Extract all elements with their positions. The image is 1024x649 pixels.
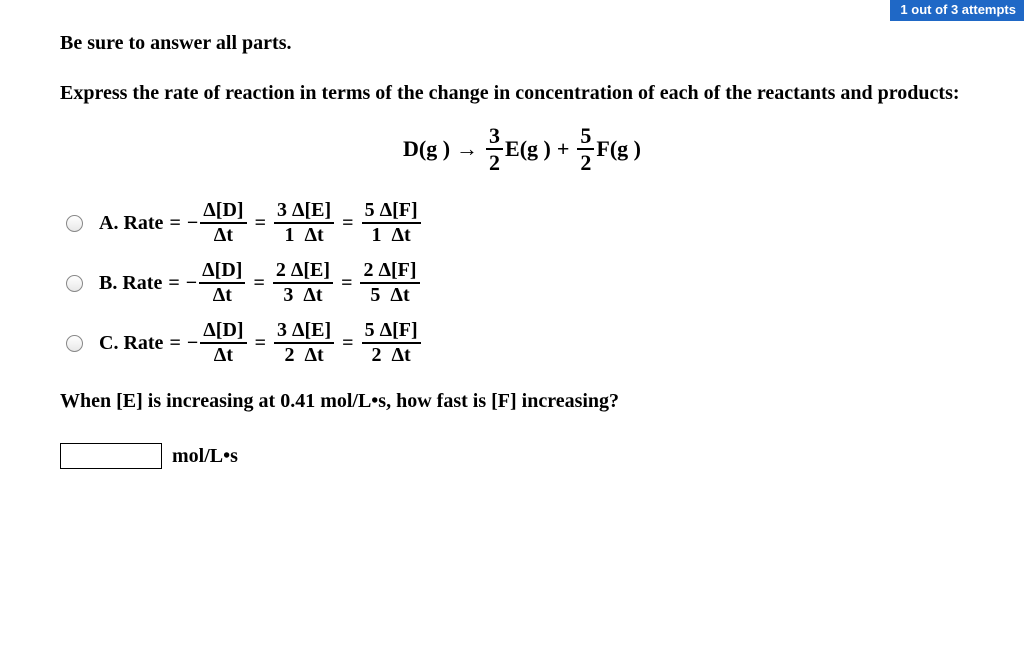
- coef-2-den: 2: [577, 150, 594, 174]
- equals: =: [255, 212, 266, 235]
- equals: =: [169, 332, 180, 355]
- equals: =: [342, 212, 353, 235]
- frac-f: 5 Δ[F] 1 Δt: [362, 200, 421, 246]
- eq-lhs: D(g ): [403, 136, 450, 162]
- equals: =: [168, 272, 179, 295]
- radio-icon[interactable]: [66, 275, 83, 292]
- coef-2: 5 2: [577, 124, 594, 174]
- arrow-icon: →: [456, 136, 478, 162]
- answer-row: mol/L•s: [60, 443, 984, 469]
- coef-1: 3 2: [486, 124, 503, 174]
- product-1: E(g ): [505, 136, 551, 162]
- sign: −: [187, 212, 198, 235]
- product-2: F(g ): [596, 136, 641, 162]
- equals: =: [341, 272, 352, 295]
- prompt-text: Express the rate of reaction in terms of…: [60, 79, 984, 108]
- radio-icon[interactable]: [66, 335, 83, 352]
- instruction-text: Be sure to answer all parts.: [60, 32, 984, 55]
- choice-list: A. Rate = − Δ[D] Δt = 3 Δ[E] 1 Δt = 5 Δ[…: [66, 200, 984, 366]
- frac-d: Δ[D] Δt: [200, 320, 246, 366]
- equals: =: [342, 332, 353, 355]
- answer-unit: mol/L•s: [172, 445, 238, 468]
- choice-label: A.: [99, 212, 118, 235]
- radio-icon[interactable]: [66, 215, 83, 232]
- sign: −: [187, 332, 198, 355]
- attempt-badge: 1 out of 3 attempts: [890, 0, 1024, 21]
- equals: =: [255, 332, 266, 355]
- choice-label: B.: [99, 272, 117, 295]
- frac-e: 2 Δ[E] 3 Δt: [273, 260, 333, 306]
- frac-f: 2 Δ[F] 5 Δt: [360, 260, 419, 306]
- rate-label: Rate: [122, 272, 162, 295]
- frac-f: 5 Δ[F] 2 Δt: [362, 320, 421, 366]
- choice-label: C.: [99, 332, 118, 355]
- header-bar: 1 out of 3 attempts: [0, 0, 1024, 22]
- coef-2-num: 5: [577, 124, 594, 150]
- equals: =: [253, 272, 264, 295]
- frac-e: 3 Δ[E] 2 Δt: [274, 320, 334, 366]
- choice-c[interactable]: C. Rate = − Δ[D] Δt = 3 Δ[E] 2 Δt = 5 Δ[…: [66, 320, 984, 366]
- frac-d: Δ[D] Δt: [200, 200, 246, 246]
- coef-1-num: 3: [486, 124, 503, 150]
- answer-input[interactable]: [60, 443, 162, 469]
- rate-label: Rate: [123, 212, 163, 235]
- sign: −: [186, 272, 197, 295]
- frac-e: 3 Δ[E] 1 Δt: [274, 200, 334, 246]
- frac-d: Δ[D] Δt: [199, 260, 245, 306]
- followup-question: When [E] is increasing at 0.41 mol/L•s, …: [60, 390, 984, 413]
- plus: +: [557, 136, 570, 162]
- equals: =: [169, 212, 180, 235]
- choice-a[interactable]: A. Rate = − Δ[D] Δt = 3 Δ[E] 1 Δt = 5 Δ[…: [66, 200, 984, 246]
- rate-label: Rate: [123, 332, 163, 355]
- reaction-equation: D(g ) → 3 2 E(g ) + 5 2 F(g ): [60, 124, 984, 174]
- coef-1-den: 2: [486, 150, 503, 174]
- choice-b[interactable]: B. Rate = − Δ[D] Δt = 2 Δ[E] 3 Δt = 2 Δ[…: [66, 260, 984, 306]
- question-page: Be sure to answer all parts. Express the…: [0, 22, 1024, 509]
